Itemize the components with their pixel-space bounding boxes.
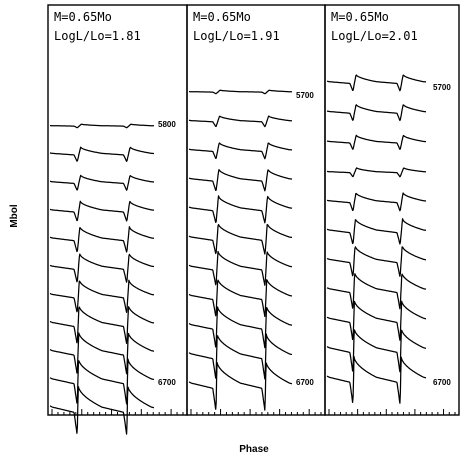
light-curve-6070 — [49, 200, 155, 222]
panel-1: M=0.65Mo LogL/Lo=1.81 5800 6700 — [47, 4, 188, 435]
light-curve-6430 — [49, 306, 155, 345]
light-curve-5700 — [326, 74, 427, 92]
light-curve-6100 — [326, 192, 427, 212]
light-curve-6000 — [326, 167, 427, 178]
teff-label: 6700 — [296, 378, 314, 387]
light-curve-6200 — [326, 218, 427, 245]
teff-label: 6700 — [158, 378, 176, 387]
teff-label: 5700 — [433, 83, 451, 92]
light-curve-6700 — [49, 385, 155, 435]
panel-title-line: LogL/Lo=1.81 — [54, 29, 141, 43]
light-curve-5900 — [188, 142, 293, 160]
light-curve-6500 — [326, 300, 427, 341]
light-curve-6600 — [188, 333, 293, 380]
panel-title-line: LogL/Lo=2.01 — [331, 29, 418, 43]
light-curve-5800 — [49, 123, 155, 129]
light-curve-5700 — [188, 89, 293, 95]
light-curve-6160 — [49, 226, 155, 253]
light-curve-6250 — [49, 253, 155, 283]
light-curve-6340 — [49, 279, 155, 314]
light-curve-6200 — [188, 223, 293, 255]
light-curve-6100 — [188, 195, 293, 224]
light-curve-6520 — [49, 332, 155, 375]
light-curve-5890 — [49, 146, 155, 162]
light-curve-6300 — [326, 246, 427, 277]
light-curve-6600 — [326, 329, 427, 373]
panel-2: M=0.65Mo LogL/Lo=1.91 5700 6700 — [186, 4, 326, 416]
panel-title-line: M=0.65Mo — [54, 10, 112, 24]
light-curve-5980 — [49, 174, 155, 191]
light-curve-6500 — [188, 306, 293, 349]
teff-label: 6700 — [433, 378, 451, 387]
teff-label: 5700 — [296, 91, 314, 100]
panel-title-line: M=0.65Mo — [193, 10, 251, 24]
light-curve-6610 — [49, 358, 155, 405]
panel-3: M=0.65Mo LogL/Lo=2.01 5700 6700 — [324, 4, 460, 416]
panel-title-line: LogL/Lo=1.91 — [193, 29, 280, 43]
panel-title-line: M=0.65Mo — [331, 10, 389, 24]
light-curve-6400 — [188, 279, 293, 318]
teff-label: 5800 — [158, 120, 176, 129]
light-curve-6000 — [188, 168, 293, 192]
light-curve-6300 — [188, 250, 293, 286]
panel-frame — [324, 4, 460, 416]
y-axis-label: Mbol — [9, 204, 20, 228]
light-curve-6700 — [326, 355, 427, 404]
light-curve-5800 — [326, 104, 427, 122]
light-curve-6700 — [188, 361, 293, 411]
light-curve-5800 — [188, 115, 293, 128]
light-curve-6400 — [326, 273, 427, 310]
x-axis-label: Phase — [239, 444, 269, 455]
light-curve-5900 — [326, 134, 427, 151]
